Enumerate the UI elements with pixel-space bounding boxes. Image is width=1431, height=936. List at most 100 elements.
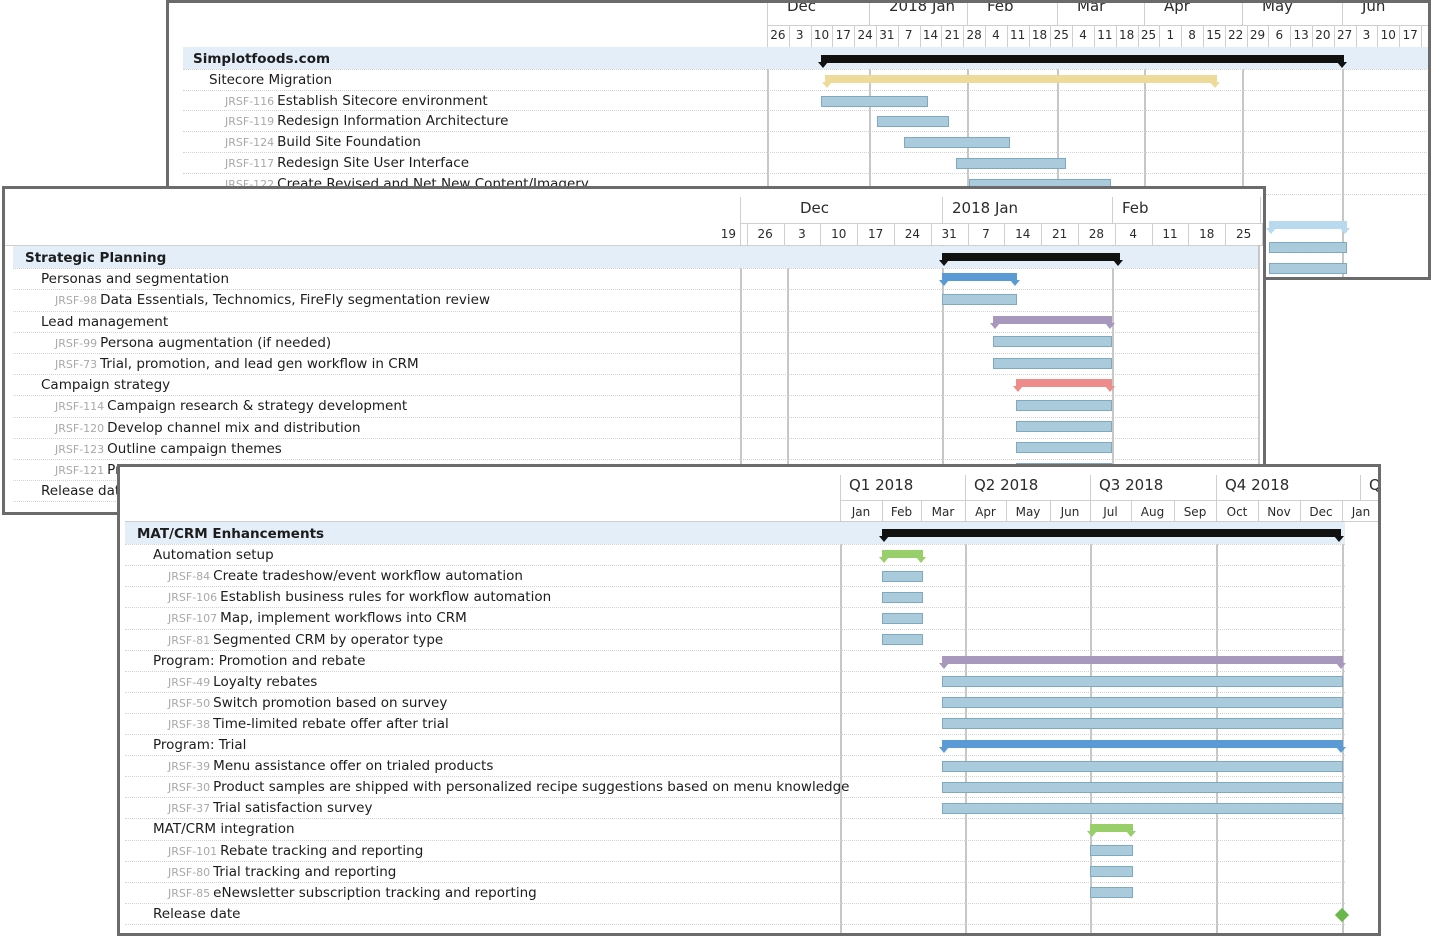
row-divider xyxy=(13,374,1258,376)
week-label: 18 xyxy=(1119,28,1135,42)
issue-row-label[interactable]: JRSF-116 Establish Sitecore environment xyxy=(225,91,488,112)
issue-row-label[interactable]: JRSF-49 Loyalty rebates xyxy=(168,672,317,693)
issue-row-label[interactable]: JRSF-114 Campaign research & strategy dev… xyxy=(55,396,407,417)
row-divider xyxy=(183,172,1428,174)
group-row-label[interactable]: Simplotfoods.com xyxy=(193,49,330,69)
group-row-label[interactable]: Sitecore Migration xyxy=(209,70,332,90)
task-bar xyxy=(942,676,1343,687)
row-title: Trial, promotion, and lead gen workflow … xyxy=(100,356,419,372)
quarter-gridline xyxy=(1342,521,1344,933)
issue-key[interactable]: JRSF-101 xyxy=(168,844,218,858)
issue-key[interactable]: JRSF-85 xyxy=(168,886,211,900)
issue-key[interactable]: JRSF-106 xyxy=(168,591,218,605)
group-row-label[interactable]: MAT/CRM integration xyxy=(153,819,295,839)
timeline-header-divider xyxy=(125,521,1378,522)
issue-row-label[interactable]: JRSF-117 Redesign Site User Interface xyxy=(225,153,469,174)
week-divider xyxy=(820,223,822,245)
month-label: Jan xyxy=(1351,505,1371,519)
issue-row-label[interactable]: JRSF-121 Pr xyxy=(55,460,121,481)
issue-row-label[interactable]: JRSF-50 Switch promotion based on survey xyxy=(168,693,447,714)
month-gridline xyxy=(1242,47,1244,277)
summary-bar-personas xyxy=(939,273,1020,286)
month-divider xyxy=(1174,500,1175,521)
issue-key[interactable]: JRSF-123 xyxy=(55,442,105,456)
issue-key[interactable]: JRSF-117 xyxy=(225,157,275,170)
issue-row-label[interactable]: JRSF-107 Map, implement workflows into CR… xyxy=(168,608,467,629)
issue-key[interactable]: JRSF-80 xyxy=(168,865,211,879)
group-row-label[interactable]: Program: Promotion and rebate xyxy=(153,651,365,671)
task-bar xyxy=(993,336,1112,347)
week-divider xyxy=(1041,223,1043,245)
group-row-label[interactable]: MAT/CRM Enhancements xyxy=(137,524,324,544)
issue-row-label[interactable]: JRSF-85 eNewsletter subscription tracking… xyxy=(168,883,537,904)
issue-key[interactable]: JRSF-38 xyxy=(168,717,211,731)
row-divider xyxy=(125,755,1345,757)
issue-row-label[interactable]: JRSF-120 Develop channel mix and distribu… xyxy=(55,418,361,439)
group-row-label[interactable]: Lead management xyxy=(41,312,168,332)
month-label: Apr xyxy=(975,505,996,519)
issue-key[interactable]: JRSF-30 xyxy=(168,781,211,795)
issue-row-label[interactable]: JRSF-98 Data Essentials, Technomics, Fire… xyxy=(55,290,490,311)
month-divider xyxy=(1260,197,1261,223)
issue-key[interactable]: JRSF-107 xyxy=(168,612,218,626)
issue-key[interactable]: JRSF-50 xyxy=(168,696,211,710)
month-divider xyxy=(1050,500,1051,521)
issue-key[interactable]: JRSF-98 xyxy=(55,294,98,308)
issue-key[interactable]: JRSF-119 xyxy=(225,115,275,129)
issue-key[interactable]: JRSF-84 xyxy=(168,570,211,584)
row-title: Campaign strategy xyxy=(41,377,171,394)
issue-row-label[interactable]: JRSF-37 Trial satisfaction survey xyxy=(168,798,372,819)
issue-row-label[interactable]: JRSF-38 Time-limited rebate offer after t… xyxy=(168,714,449,735)
issue-row-label[interactable]: JRSF-39 Menu assistance offer on trialed … xyxy=(168,756,493,777)
group-row-label[interactable]: Program: Trial xyxy=(153,735,246,755)
issue-row-label[interactable]: JRSF-30 Product samples are shipped with … xyxy=(168,777,849,798)
issue-key[interactable]: JRSF-81 xyxy=(168,633,211,647)
group-row-label[interactable]: Strategic Planning xyxy=(25,248,166,268)
week-divider xyxy=(1078,223,1079,245)
row-divider xyxy=(13,437,1258,439)
group-row-label[interactable]: Release date xyxy=(153,904,240,924)
row-divider xyxy=(13,331,1258,333)
issue-row-label[interactable]: JRSF-81 Segmented CRM by operator type xyxy=(168,630,443,651)
issue-row-label[interactable]: JRSF-84 Create tradeshow/event workflow a… xyxy=(168,566,523,587)
issue-row-label[interactable]: JRSF-101 Rebate tracking and reporting xyxy=(168,841,423,862)
row-title: Personas and segmentation xyxy=(41,271,229,288)
task-bar xyxy=(1016,442,1112,453)
week-divider xyxy=(1006,25,1008,47)
issue-row-label[interactable]: JRSF-124 Build Site Foundation xyxy=(225,132,421,153)
issue-key[interactable]: JRSF-73 xyxy=(55,358,98,371)
issue-key[interactable]: JRSF-120 xyxy=(55,421,105,435)
month-divider xyxy=(1242,3,1243,25)
week-divider xyxy=(1224,25,1226,47)
issue-key[interactable]: JRSF-124 xyxy=(225,136,275,150)
row-divider xyxy=(125,902,1345,904)
issue-row-label[interactable]: JRSF-99 Persona augmentation (if needed) xyxy=(55,333,331,354)
issue-key[interactable]: JRSF-39 xyxy=(168,760,211,774)
week-divider xyxy=(1203,25,1204,47)
week-divider xyxy=(1246,25,1248,47)
group-row-label[interactable]: Personas and segmentation xyxy=(41,269,229,289)
month-divider xyxy=(869,3,870,25)
group-row-label[interactable]: Campaign strategy xyxy=(41,375,170,395)
issue-row-label[interactable]: JRSF-119 Redesign Information Architectur… xyxy=(225,111,508,132)
issue-key[interactable]: JRSF-99 xyxy=(55,336,98,350)
week-label: 13 xyxy=(1293,28,1309,42)
issue-key[interactable]: JRSF-114 xyxy=(55,400,105,414)
issue-row-label[interactable]: JRSF-73 Trial, promotion, and lead gen wo… xyxy=(55,354,419,375)
issue-row-label[interactable]: JRSF-106 Establish business rules for wor… xyxy=(168,587,551,608)
issue-row-label[interactable]: JRSF-80 Trial tracking and reporting xyxy=(168,862,396,883)
timeline-header-divider xyxy=(840,500,1378,501)
summary-bar-campaign xyxy=(1013,379,1115,392)
week-divider xyxy=(854,25,856,47)
issue-key[interactable]: JRSF-37 xyxy=(168,802,211,816)
issue-key[interactable]: JRSF-121 xyxy=(55,464,105,477)
group-row-label[interactable]: Release date xyxy=(41,481,128,501)
week-label: 17 xyxy=(1402,28,1418,42)
row-divider xyxy=(183,131,1428,133)
issue-key[interactable]: JRSF-116 xyxy=(225,94,275,108)
week-divider xyxy=(1188,223,1190,245)
issue-key[interactable]: JRSF-49 xyxy=(168,675,211,689)
month-gridline xyxy=(740,245,742,512)
issue-row-label[interactable]: JRSF-123 Outline campaign themes xyxy=(55,439,282,460)
group-row-label[interactable]: Automation setup xyxy=(153,545,274,565)
